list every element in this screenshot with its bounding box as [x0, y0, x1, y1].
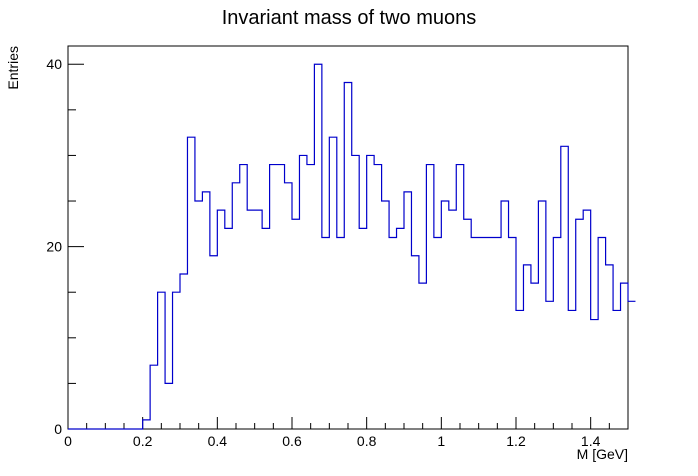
plot-frame — [67, 45, 629, 430]
x-tick-label: 0 — [64, 433, 72, 449]
x-tick-label: 1.2 — [506, 433, 526, 449]
histogram-series — [68, 63, 636, 430]
chart-title: Invariant mass of two muons — [222, 7, 477, 29]
x-tick-label: 1.4 — [581, 433, 601, 449]
x-tick-label: 1 — [437, 433, 445, 449]
x-tick-label: 0.6 — [282, 433, 302, 449]
x-axis-ticks: 0 0.2 0.4 0.6 0.8 1 1.2 1.4 — [64, 417, 629, 449]
y-tick-label: 40 — [46, 56, 62, 72]
x-axis-label: M [GeV] — [577, 446, 628, 462]
y-axis-label: Entries — [5, 46, 21, 90]
x-tick-label: 0.8 — [357, 433, 377, 449]
x-tick-label: 0.2 — [133, 433, 153, 449]
x-tick-label: 0.4 — [208, 433, 228, 449]
y-tick-label: 0 — [54, 421, 62, 437]
y-tick-label: 20 — [46, 239, 62, 255]
y-axis-ticks: 0 20 40 — [46, 56, 84, 437]
